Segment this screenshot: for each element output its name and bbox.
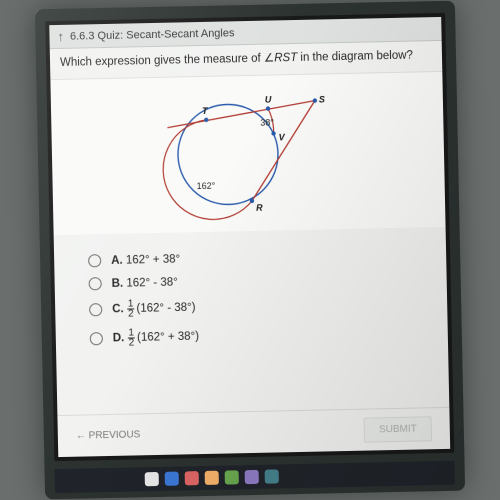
radio-icon[interactable] bbox=[89, 303, 102, 316]
svg-text:V: V bbox=[279, 132, 286, 142]
taskbar-app-icon[interactable] bbox=[145, 472, 159, 486]
choice-label: B. 162° - 38° bbox=[112, 276, 178, 289]
taskbar-app-icon[interactable] bbox=[245, 470, 259, 484]
quiz-title: 6.6.3 Quiz: Secant-Secant Angles bbox=[70, 27, 235, 42]
taskbar-app-icon[interactable] bbox=[205, 471, 219, 485]
nav-footer: ← PREVIOUS SUBMIT bbox=[57, 407, 450, 457]
submit-button[interactable]: SUBMIT bbox=[364, 416, 432, 442]
choice-label: A. 162° + 38° bbox=[111, 253, 180, 266]
os-taskbar bbox=[55, 461, 455, 493]
previous-button[interactable]: ← PREVIOUS bbox=[76, 429, 141, 441]
back-icon[interactable]: ↑ bbox=[57, 29, 64, 44]
answer-choice[interactable]: C. 12(162° - 38°) bbox=[89, 294, 413, 320]
svg-text:U: U bbox=[265, 94, 272, 104]
radio-icon[interactable] bbox=[88, 254, 101, 267]
taskbar-app-icon[interactable] bbox=[225, 470, 239, 484]
svg-text:T: T bbox=[202, 105, 209, 115]
answer-choice[interactable]: B. 162° - 38° bbox=[89, 271, 413, 291]
answer-choices: A. 162° + 38° B. 162° - 38° C. 12(162° - 3… bbox=[54, 227, 449, 369]
radio-icon[interactable] bbox=[89, 277, 102, 290]
taskbar-app-icon[interactable] bbox=[165, 472, 179, 486]
svg-text:162°: 162° bbox=[197, 180, 216, 190]
svg-text:S: S bbox=[319, 94, 325, 104]
diagram: T U S V R 38° 162° bbox=[50, 72, 445, 235]
answer-choice[interactable]: A. 162° + 38° bbox=[88, 248, 412, 268]
taskbar-app-icon[interactable] bbox=[185, 471, 199, 485]
choice-label: D. 12(162° + 38°) bbox=[113, 327, 200, 348]
svg-text:38°: 38° bbox=[260, 117, 274, 127]
choice-label: C. 12(162° - 38°) bbox=[112, 298, 196, 319]
answer-choice[interactable]: D. 12(162° + 38°) bbox=[90, 323, 414, 349]
svg-text:R: R bbox=[256, 202, 263, 212]
radio-icon[interactable] bbox=[90, 332, 103, 345]
app-screen: ↑ 6.6.3 Quiz: Secant-Secant Angles Which… bbox=[45, 13, 454, 461]
taskbar-app-icon[interactable] bbox=[265, 469, 279, 483]
